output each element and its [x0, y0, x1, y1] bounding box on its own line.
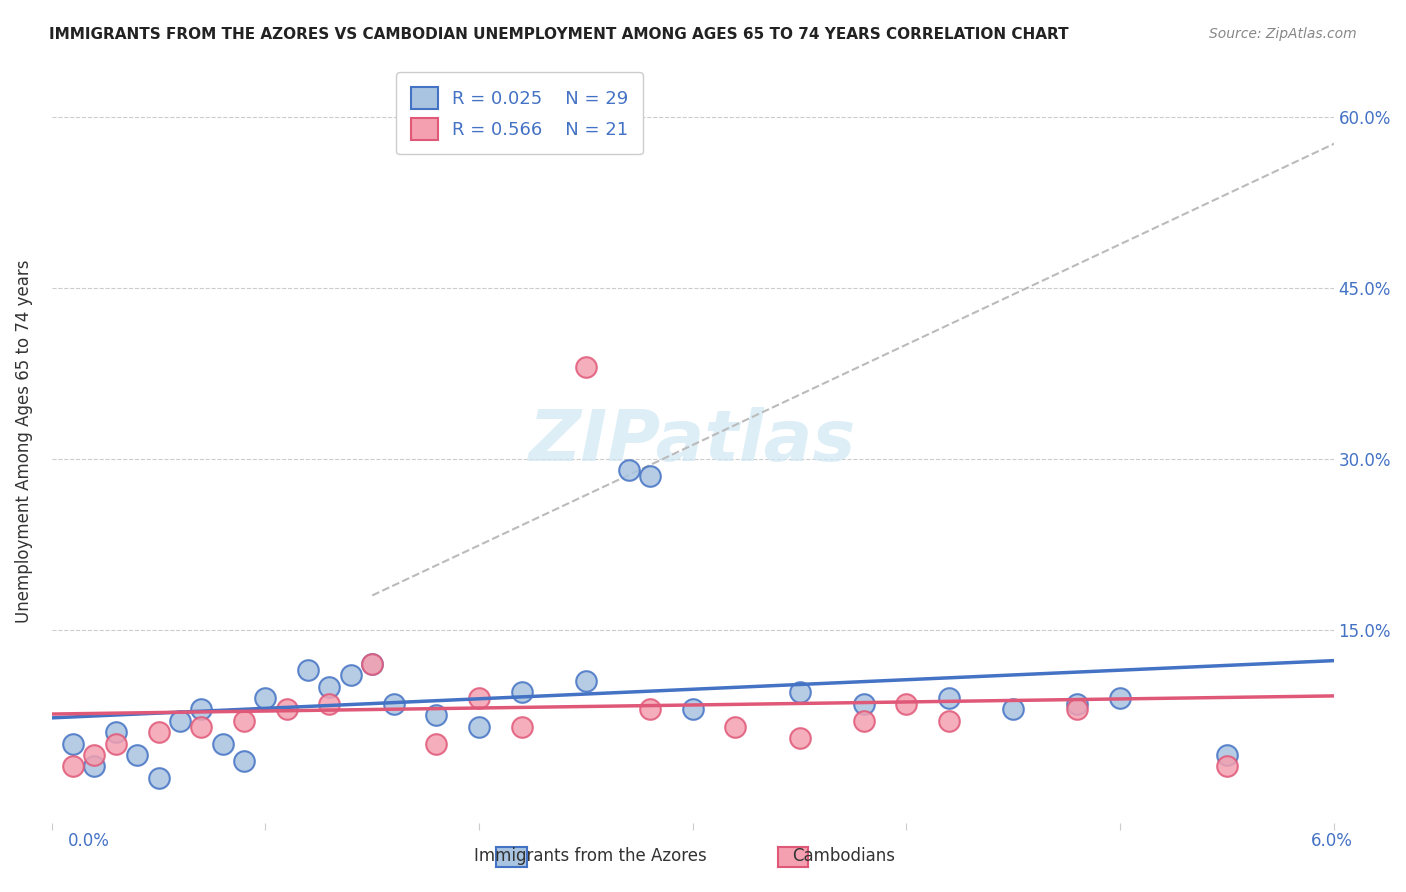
Point: [852, 714, 875, 728]
Point: [1216, 759, 1239, 773]
Point: [127, 747, 149, 762]
Point: [468, 691, 491, 706]
Point: [83, 759, 105, 773]
Point: [682, 702, 704, 716]
Point: [1066, 702, 1088, 716]
Text: IMMIGRANTS FROM THE AZORES VS CAMBODIAN UNEMPLOYMENT AMONG AGES 65 TO 74 YEARS C: IMMIGRANTS FROM THE AZORES VS CAMBODIAN …: [49, 27, 1069, 42]
Point: [361, 657, 384, 671]
Point: [425, 708, 447, 723]
Text: 6.0%: 6.0%: [1310, 832, 1353, 850]
Point: [233, 714, 256, 728]
Point: [340, 668, 363, 682]
Point: [789, 731, 811, 745]
Text: Immigrants from the Azores: Immigrants from the Azores: [474, 847, 707, 865]
Text: Source: ZipAtlas.com: Source: ZipAtlas.com: [1209, 27, 1357, 41]
Point: [148, 725, 170, 739]
Point: [190, 720, 212, 734]
Point: [318, 680, 340, 694]
Point: [104, 737, 127, 751]
Point: [361, 657, 384, 671]
Point: [276, 702, 298, 716]
Point: [62, 759, 84, 773]
Point: [1066, 697, 1088, 711]
Point: [468, 720, 491, 734]
Point: [638, 702, 661, 716]
Point: [211, 737, 233, 751]
Point: [148, 771, 170, 785]
Legend: R = 0.025    N = 29, R = 0.566    N = 21: R = 0.025 N = 29, R = 0.566 N = 21: [396, 72, 643, 154]
Point: [169, 714, 191, 728]
Point: [1109, 691, 1132, 706]
Point: [789, 685, 811, 699]
Point: [104, 725, 127, 739]
Point: [1216, 747, 1239, 762]
Text: ZIPatlas: ZIPatlas: [529, 407, 856, 476]
Point: [724, 720, 747, 734]
Point: [318, 697, 340, 711]
Point: [190, 702, 212, 716]
Point: [1002, 702, 1025, 716]
Point: [233, 754, 256, 768]
Point: [297, 663, 319, 677]
Point: [938, 691, 960, 706]
Point: [575, 360, 598, 375]
Point: [638, 468, 661, 483]
Point: [510, 685, 533, 699]
Point: [617, 463, 640, 477]
Point: [938, 714, 960, 728]
Point: [425, 737, 447, 751]
Text: Cambodians: Cambodians: [792, 847, 896, 865]
Point: [510, 720, 533, 734]
Point: [575, 673, 598, 688]
Point: [896, 697, 918, 711]
Y-axis label: Unemployment Among Ages 65 to 74 years: Unemployment Among Ages 65 to 74 years: [15, 260, 32, 624]
Text: 0.0%: 0.0%: [67, 832, 110, 850]
Point: [83, 747, 105, 762]
Point: [254, 691, 277, 706]
Point: [852, 697, 875, 711]
Point: [382, 697, 405, 711]
Point: [62, 737, 84, 751]
